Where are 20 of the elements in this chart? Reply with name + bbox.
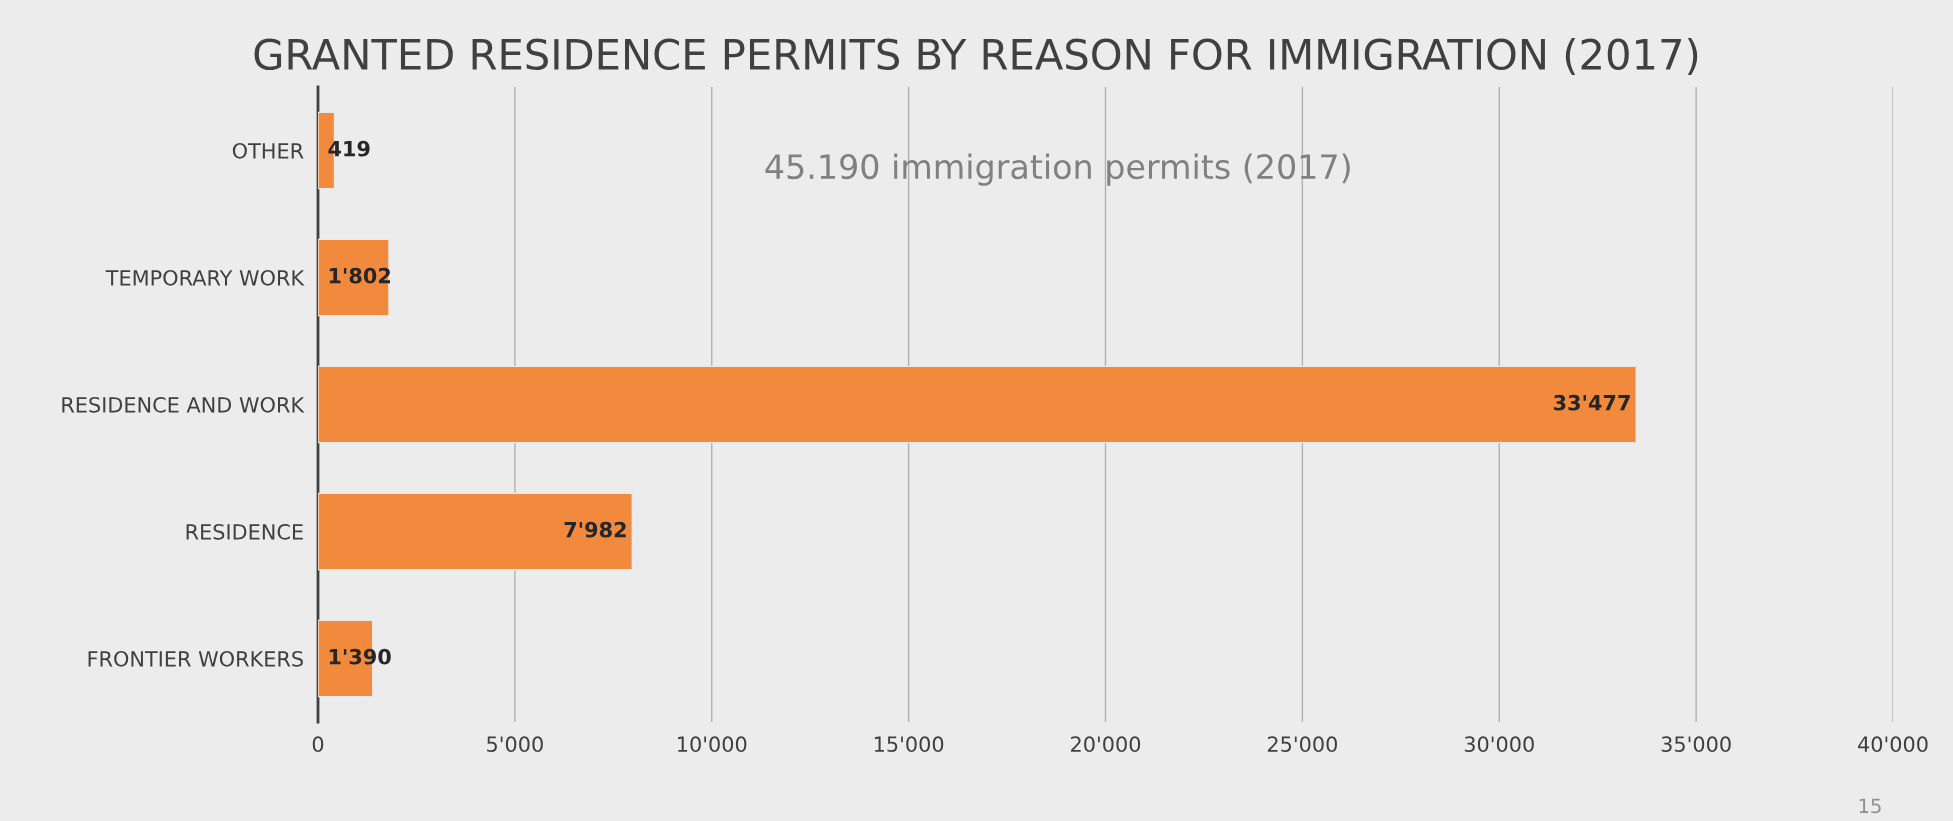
y-tick-label: TEMPORARY WORK <box>105 269 305 286</box>
data-label: 33'477 <box>1553 394 1630 411</box>
x-tick-label: 15'000 <box>874 736 944 753</box>
x-tick-label: 5'000 <box>487 736 543 753</box>
x-tick-label: 35'000 <box>1661 736 1731 753</box>
y-tick-label: RESIDENCE AND WORK <box>62 396 305 413</box>
chart-title: GRANTED RESIDENCE PERMITS BY REASON FOR IMMIGRATION (2017) <box>254 37 1698 75</box>
data-label: 7'982 <box>564 521 626 538</box>
x-tick-label: 0 <box>312 736 324 753</box>
x-tick-label: 20'000 <box>1071 736 1141 753</box>
text: 15 <box>1859 798 1881 814</box>
x-tick-label: 40'000 <box>1858 736 1928 753</box>
y-tick-label: RESIDENCE <box>186 523 303 540</box>
y-tick-label: FRONTIER WORKERS <box>88 650 303 667</box>
x-tick-label: 30'000 <box>1464 736 1534 753</box>
bar <box>318 365 1637 444</box>
x-tick-label: 10'000 <box>678 736 747 753</box>
y-tick-label: OTHER <box>232 142 304 159</box>
bar <box>318 492 633 571</box>
x-tick-label: 25'000 <box>1267 736 1337 753</box>
